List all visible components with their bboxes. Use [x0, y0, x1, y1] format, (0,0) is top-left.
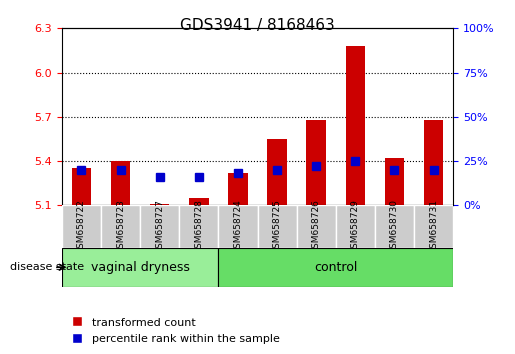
Text: GSM658722: GSM658722 [77, 199, 86, 254]
FancyBboxPatch shape [375, 205, 414, 248]
Text: control: control [314, 261, 357, 274]
FancyBboxPatch shape [140, 205, 179, 248]
Text: GDS3941 / 8168463: GDS3941 / 8168463 [180, 18, 335, 33]
Bar [424, 120, 443, 205]
Bar [267, 139, 287, 205]
Text: GSM658728: GSM658728 [194, 199, 203, 254]
FancyBboxPatch shape [297, 205, 336, 248]
FancyBboxPatch shape [179, 205, 218, 248]
Text: GSM658730: GSM658730 [390, 199, 399, 254]
Bar [228, 173, 248, 205]
FancyBboxPatch shape [218, 205, 258, 248]
Text: GSM658731: GSM658731 [429, 199, 438, 254]
Bar [385, 158, 404, 205]
Legend: transformed count, percentile rank within the sample: transformed count, percentile rank withi… [67, 313, 284, 348]
Text: GSM658723: GSM658723 [116, 199, 125, 254]
Text: GSM658727: GSM658727 [155, 199, 164, 254]
FancyBboxPatch shape [62, 248, 218, 287]
Bar [189, 198, 209, 205]
Text: GSM658726: GSM658726 [312, 199, 321, 254]
Bar [150, 204, 169, 205]
Text: disease state: disease state [10, 262, 84, 272]
FancyBboxPatch shape [62, 205, 101, 248]
Bar [72, 169, 91, 205]
FancyBboxPatch shape [101, 205, 140, 248]
FancyBboxPatch shape [336, 205, 375, 248]
Bar [111, 161, 130, 205]
Text: GSM658725: GSM658725 [272, 199, 282, 254]
Text: vaginal dryness: vaginal dryness [91, 261, 190, 274]
FancyBboxPatch shape [258, 205, 297, 248]
FancyBboxPatch shape [218, 248, 453, 287]
Bar [346, 46, 365, 205]
FancyBboxPatch shape [414, 205, 453, 248]
Bar [306, 120, 326, 205]
Text: GSM658724: GSM658724 [233, 199, 243, 254]
Text: GSM658729: GSM658729 [351, 199, 360, 254]
